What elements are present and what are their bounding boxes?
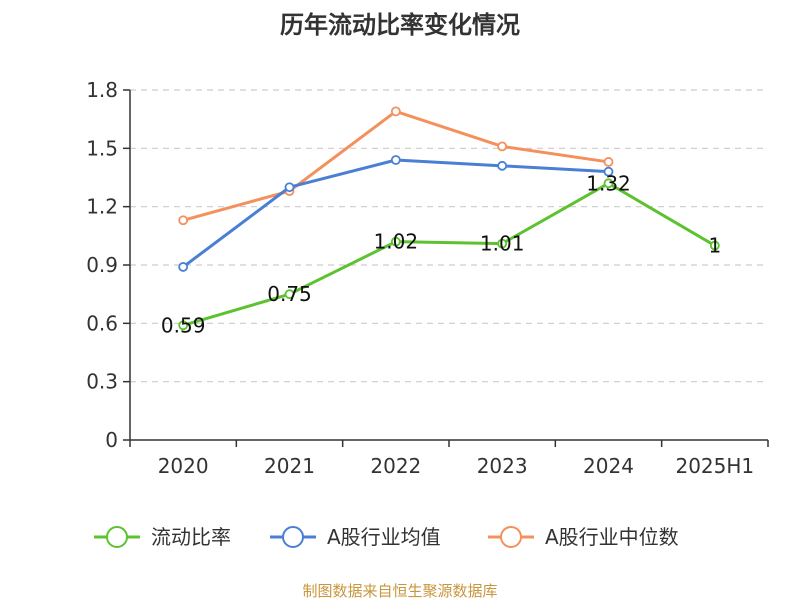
x-tick-label: 2022 (370, 454, 421, 478)
series-2-point[interactable] (497, 141, 508, 152)
series-2-point[interactable] (390, 106, 401, 117)
x-tick-label: 2020 (158, 454, 209, 478)
y-tick-label: 0.6 (86, 311, 118, 335)
legend-item-0[interactable]: 流动比率 (94, 525, 231, 549)
legend[interactable]: 流动比率 A股行业均值 A股行业中位数 (94, 525, 679, 549)
grid-lines (130, 89, 768, 383)
legend-item-1[interactable]: A股行业均值 (270, 525, 441, 549)
y-tick-label: 0 (105, 428, 118, 452)
series-2-point[interactable] (603, 157, 614, 167)
series-0-point[interactable] (497, 238, 508, 249)
series-1-point[interactable] (178, 262, 189, 272)
data-label: 0.75 (267, 282, 312, 306)
series-0-point[interactable] (284, 289, 295, 300)
legend-swatch-marker (106, 526, 128, 548)
series-1-point[interactable] (390, 155, 401, 165)
y-tick-label: 1.2 (86, 195, 118, 219)
x-tick-label: 2024 (583, 454, 634, 478)
legend-label: A股行业中位数 (545, 525, 679, 549)
series-0-point[interactable] (390, 236, 401, 247)
x-tick-label: 2021 (264, 454, 315, 478)
data-label: 1.01 (480, 232, 525, 256)
series-0-point[interactable] (178, 320, 189, 331)
x-axis-tick-labels: 2020 2021 2022 2023 2024 2025H1 (158, 454, 754, 478)
y-axis-tick-labels: 0 0.3 0.6 0.9 1.2 1.5 1.8 (86, 78, 118, 452)
series-line-2 (182, 109, 609, 222)
data-labels: 0.59 0.75 1.02 1.01 1.32 1 (161, 171, 721, 337)
legend-label: 流动比率 (151, 525, 231, 549)
series-0-point[interactable] (709, 240, 720, 251)
legend-label: A股行业均值 (327, 525, 441, 549)
y-tick-label: 0.9 (86, 253, 118, 277)
x-tick-label: 2025H1 (675, 454, 754, 478)
series-0-point[interactable] (603, 178, 614, 189)
series-1-point[interactable] (284, 182, 295, 193)
series-line-0 (182, 181, 716, 327)
series-1-point[interactable] (603, 166, 614, 177)
y-tick-label: 1.5 (86, 136, 118, 160)
axes (123, 89, 769, 447)
data-label: 0.59 (161, 313, 206, 337)
data-label: 1.32 (586, 171, 631, 195)
legend-swatch-marker (500, 526, 522, 548)
legend-swatch-marker (282, 526, 304, 548)
source-note: 制图数据来自恒生聚源数据库 (302, 582, 497, 600)
x-tick-label: 2023 (477, 454, 528, 478)
chart-title: 历年流动比率变化情况 (280, 11, 520, 39)
series-group (178, 106, 720, 331)
y-tick-label: 1.8 (86, 78, 118, 102)
data-label: 1 (708, 234, 721, 258)
y-tick-label: 0.3 (86, 370, 118, 394)
series-1-point[interactable] (497, 160, 508, 171)
series-2-point[interactable] (178, 215, 189, 226)
legend-item-2[interactable]: A股行业中位数 (488, 525, 679, 549)
data-label: 1.02 (374, 230, 419, 254)
